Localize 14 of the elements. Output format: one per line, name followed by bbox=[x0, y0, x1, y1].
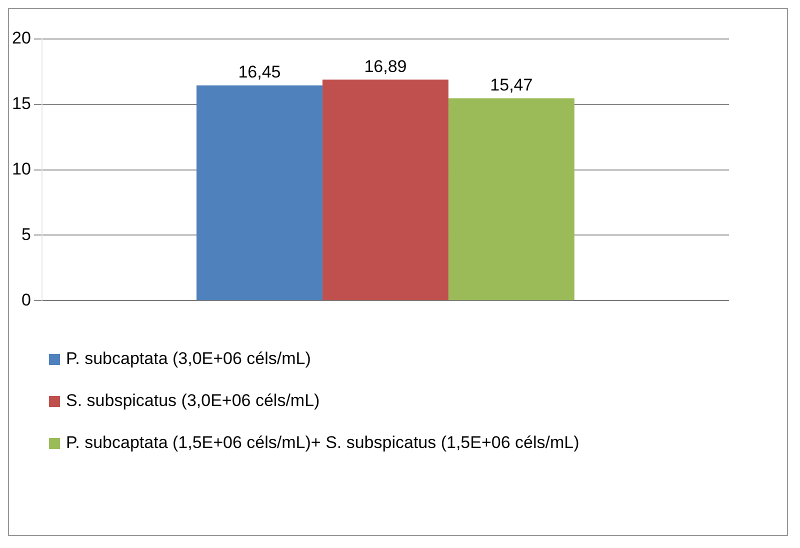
y-tick-label: 0 bbox=[21, 290, 31, 310]
y-tick-label: 15 bbox=[12, 94, 31, 114]
bar bbox=[448, 98, 574, 300]
data-label: 16,45 bbox=[238, 62, 281, 82]
y-tick-label: 10 bbox=[12, 159, 31, 178]
bar bbox=[196, 85, 322, 300]
y-tick-label: 20 bbox=[12, 28, 31, 48]
data-label: 16,89 bbox=[364, 56, 407, 76]
y-tick-label: 5 bbox=[21, 224, 31, 244]
bar bbox=[322, 80, 448, 300]
legend-label: P. subcaptata (3,0E+06 céls/mL) bbox=[66, 349, 311, 369]
legend-label: S. subspicatus (3,0E+06 céls/mL) bbox=[66, 391, 320, 411]
legend-label: P. subcaptata (1,5E+06 céls/mL)+ S. subspicatus (1,5E+06 céls/mL) bbox=[66, 433, 580, 453]
data-label: 15,47 bbox=[490, 75, 533, 94]
